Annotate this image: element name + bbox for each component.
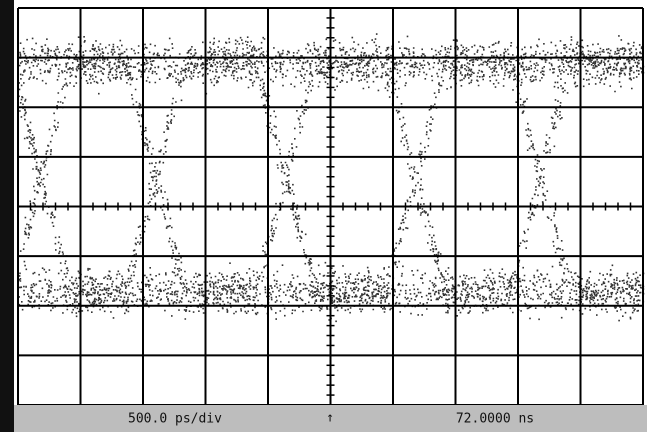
trigger-marker: ↑ [326, 411, 334, 426]
oscilloscope-screen: 500.0 ps/div ↑ 72.0000 ns [0, 0, 647, 432]
time-label: 72.0000 ns [456, 412, 534, 427]
background [0, 0, 647, 432]
left-border [0, 0, 14, 432]
timebase-label: 500.0 ps/div [128, 412, 222, 427]
